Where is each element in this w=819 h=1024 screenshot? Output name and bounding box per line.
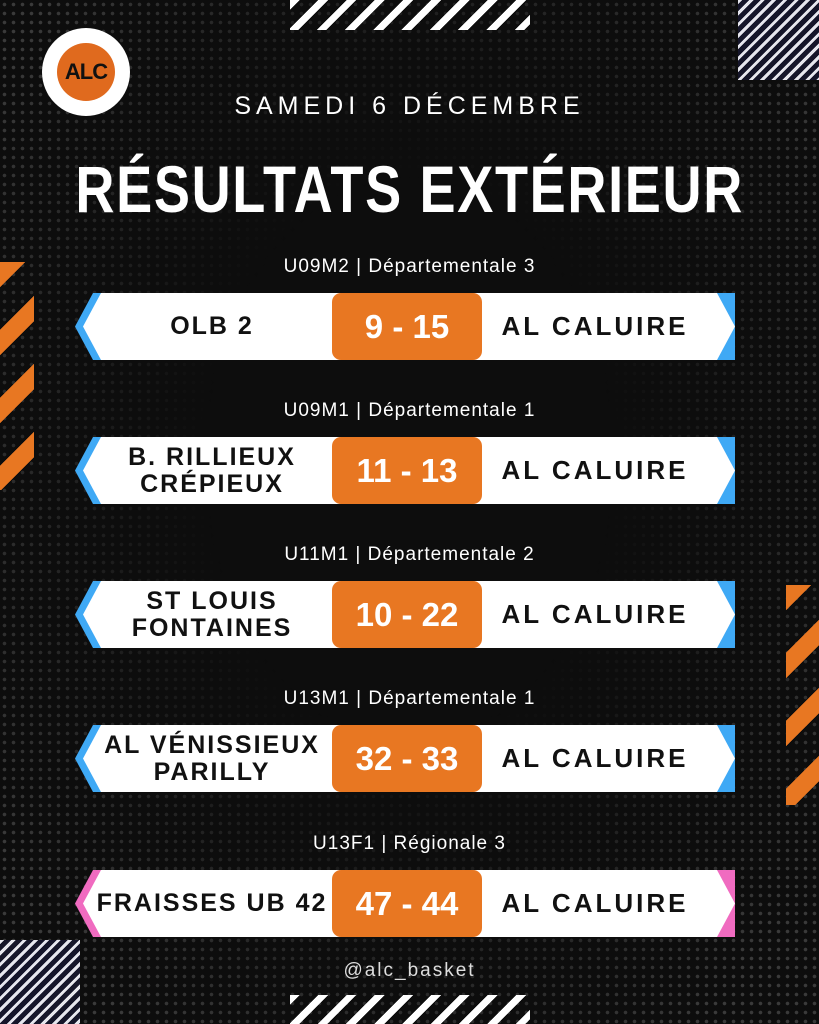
match-category: U09M1 | Départementale 1 bbox=[283, 400, 536, 421]
match-category: U13M1 | Départementale 1 bbox=[283, 688, 536, 709]
top-right-hatch-decoration bbox=[738, 0, 819, 80]
home-team: B. RILLIEUX CRÉPIEUX bbox=[128, 442, 296, 498]
home-team: FRAISSES UB 42 bbox=[96, 889, 328, 917]
score-box: 10 - 22 bbox=[332, 581, 482, 648]
away-team: AL CALUIRE bbox=[501, 455, 689, 485]
away-team: AL CALUIRE bbox=[501, 311, 689, 341]
match-row: FRAISSES UB 42 47 - 44 AL CALUIRE bbox=[75, 870, 735, 937]
score-box: 9 - 15 bbox=[332, 293, 482, 360]
home-team: AL VÉNISSIEUX PARILLY bbox=[104, 730, 320, 786]
right-orange-stripes bbox=[786, 585, 819, 805]
bottom-left-hatch-decoration bbox=[0, 940, 80, 1024]
match-category: U13F1 | Régionale 3 bbox=[313, 833, 506, 854]
home-team: ST LOUIS FONTAINES bbox=[131, 586, 293, 642]
match-category: U09M2 | Départementale 3 bbox=[283, 256, 536, 277]
social-handle: @alc_basket bbox=[343, 960, 476, 981]
page-title: RÉSULTATS EXTÉRIEUR bbox=[75, 152, 744, 226]
match-row: AL VÉNISSIEUX PARILLY 32 - 33 AL CALUIRE bbox=[75, 725, 735, 792]
home-team: OLB 2 bbox=[170, 312, 254, 340]
score-box: 32 - 33 bbox=[332, 725, 482, 792]
bottom-stripes-decoration bbox=[290, 995, 530, 1024]
match-row: OLB 2 9 - 15 AL CALUIRE bbox=[75, 293, 735, 360]
club-logo: ALC bbox=[42, 28, 130, 116]
title-container: RÉSULTATS EXTÉRIEUR bbox=[0, 150, 819, 230]
logo-text: ALC bbox=[57, 43, 115, 101]
top-stripes-decoration bbox=[290, 0, 530, 30]
match-row: ST LOUIS FONTAINES 10 - 22 AL CALUIRE bbox=[75, 581, 735, 648]
away-team: AL CALUIRE bbox=[501, 888, 689, 918]
match-row: B. RILLIEUX CRÉPIEUX 11 - 13 AL CALUIRE bbox=[75, 437, 735, 504]
left-orange-stripes bbox=[0, 262, 34, 490]
away-team: AL CALUIRE bbox=[501, 743, 689, 773]
match-category: U11M1 | Départementale 2 bbox=[284, 544, 535, 565]
away-team: AL CALUIRE bbox=[501, 599, 689, 629]
match-date: SAMEDI 6 DÉCEMBRE bbox=[234, 92, 585, 120]
score-box: 11 - 13 bbox=[332, 437, 482, 504]
score-box: 47 - 44 bbox=[332, 870, 482, 937]
